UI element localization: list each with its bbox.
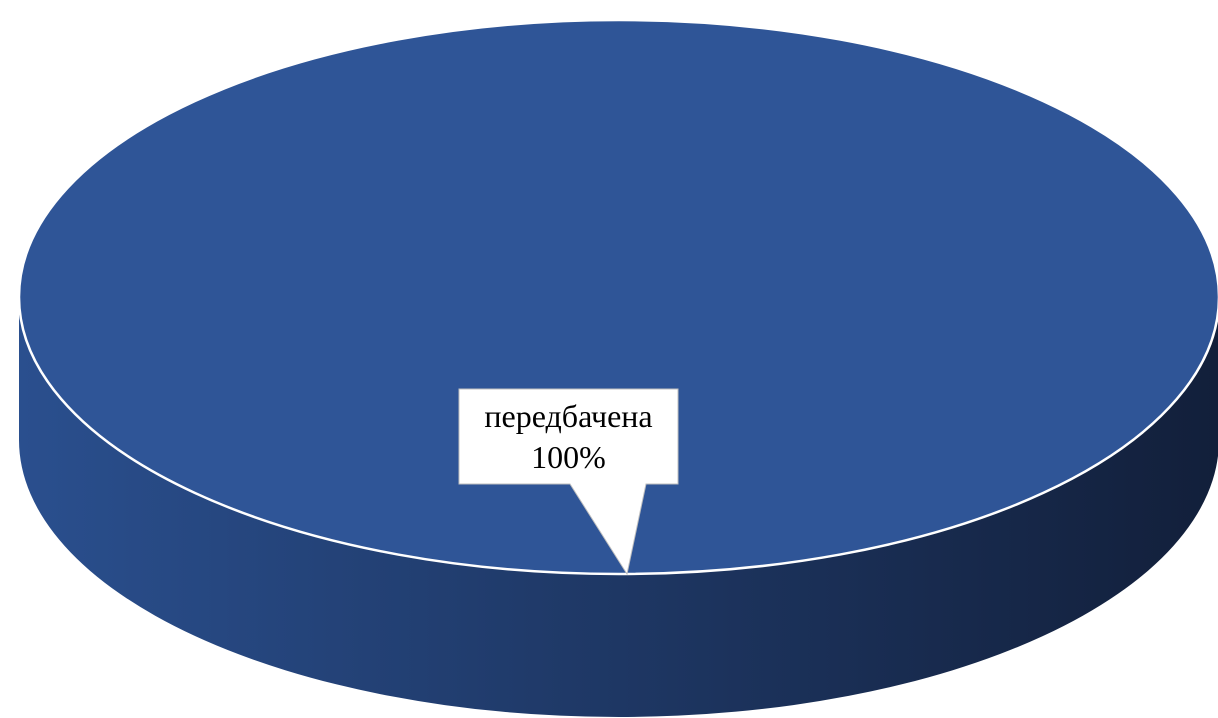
data-label-value: 100% — [531, 439, 606, 475]
pie-slice-top — [17, 18, 1218, 576]
data-label-callout — [458, 388, 679, 576]
pie-slice-side — [19, 297, 1218, 717]
data-label-category: передбачена — [484, 398, 652, 434]
data-label: передбачена 100% — [458, 388, 679, 576]
